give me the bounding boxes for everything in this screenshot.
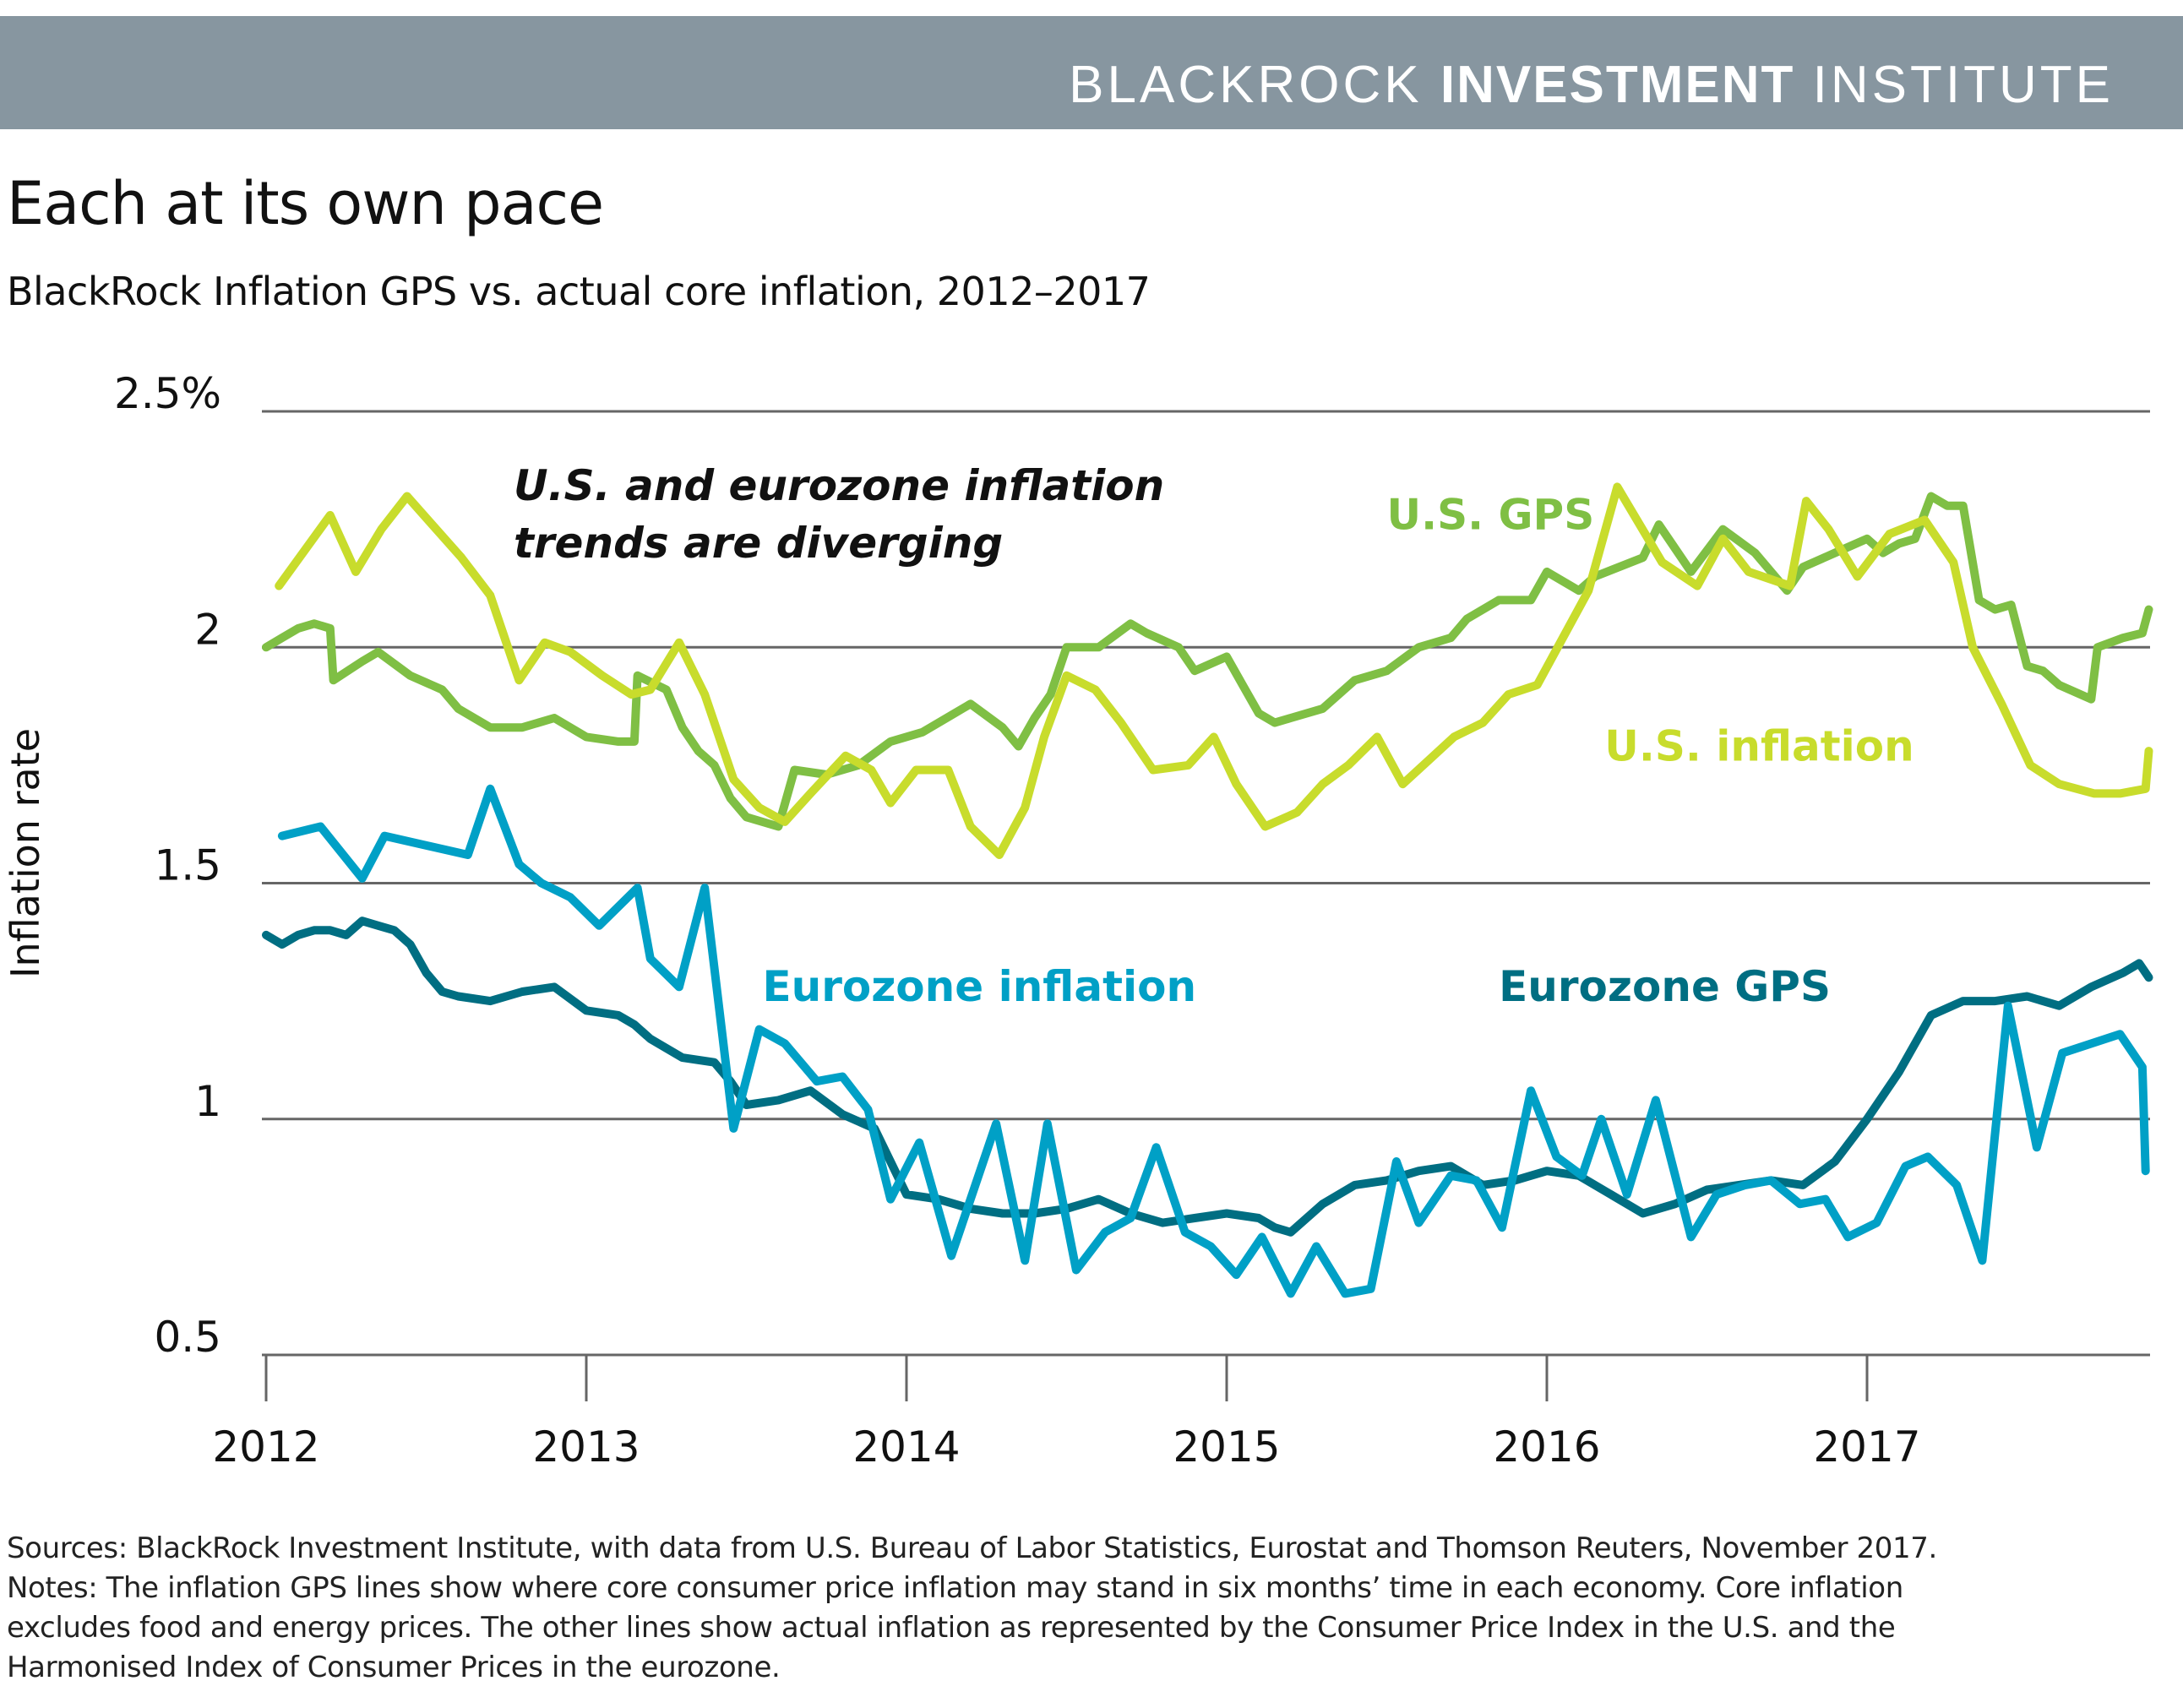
sources-note: Sources: BlackRock Investment Institute,… [7,1531,1937,1565]
x-tick-label: 2014 [852,1422,960,1471]
x-axis-ticks: 2012 2013 2014 2015 2016 2017 [212,1355,1921,1471]
notes-line-2: excludes food and energy prices. The oth… [7,1611,1896,1645]
brand-name-light: BLACKROCK [1069,56,1440,114]
brand-name-light-2: INSTITUTE [1794,56,2114,114]
chart-footnotes: Sources: BlackRock Investment Institute,… [7,1529,2178,1688]
u-s-inflation-label: U.S. inflation [1604,721,1914,770]
x-tick-label: 2012 [212,1422,319,1471]
y-tick-label: 2.5% [114,369,221,418]
u-s-gps-label: U.S. GPS [1387,491,1595,540]
x-tick-label: 2016 [1493,1422,1600,1471]
eurozone-gps-line [262,917,2153,1237]
y-tick-label: 1 [194,1077,221,1126]
y-axis-label: Inflation rate [3,728,48,978]
x-tick-label: 2015 [1173,1422,1280,1471]
u-s-inflation-line [275,482,2153,859]
eurozone-inflation-label: Eurozone inflation [762,962,1196,1011]
series-lines [262,482,2153,1298]
gridlines [262,410,2150,1357]
x-tick-label: 2017 [1813,1422,1920,1471]
chart-subtitle: BlackRock Inflation GPS vs. actual core … [7,269,1151,314]
y-tick-label: 0.5 [154,1313,221,1362]
y-axis-ticks: 0.5 1 1.5 2 2.5% [114,369,221,1362]
x-tick-label: 2013 [532,1422,640,1471]
eurozone-gps-label: Eurozone GPS [1499,962,1831,1011]
notes-line-3: Harmonised Index of Consumer Prices in t… [7,1651,781,1684]
y-tick-label: 1.5 [154,841,221,890]
chart-title: Each at its own pace [7,169,604,238]
y-tick-label: 2 [194,605,221,654]
brand-name-bold: INVESTMENT [1440,56,1795,114]
brand-logo-text: BLACKROCK INVESTMENT INSTITUTE [1069,55,2114,115]
u-s-gps-line [262,492,2153,831]
eurozone-inflation-line [277,784,2150,1298]
annotation-line-1: U.S. and eurozone inflation [514,461,1164,510]
series-labels: U.S. GPS U.S. inflation Eurozone inflation… [762,491,1914,1012]
notes-line-1: Notes: The inflation GPS lines show wher… [7,1571,1903,1605]
annotation-line-2: trends are diverging [514,519,1003,568]
header-banner: BLACKROCK INVESTMENT INSTITUTE [0,16,2183,129]
